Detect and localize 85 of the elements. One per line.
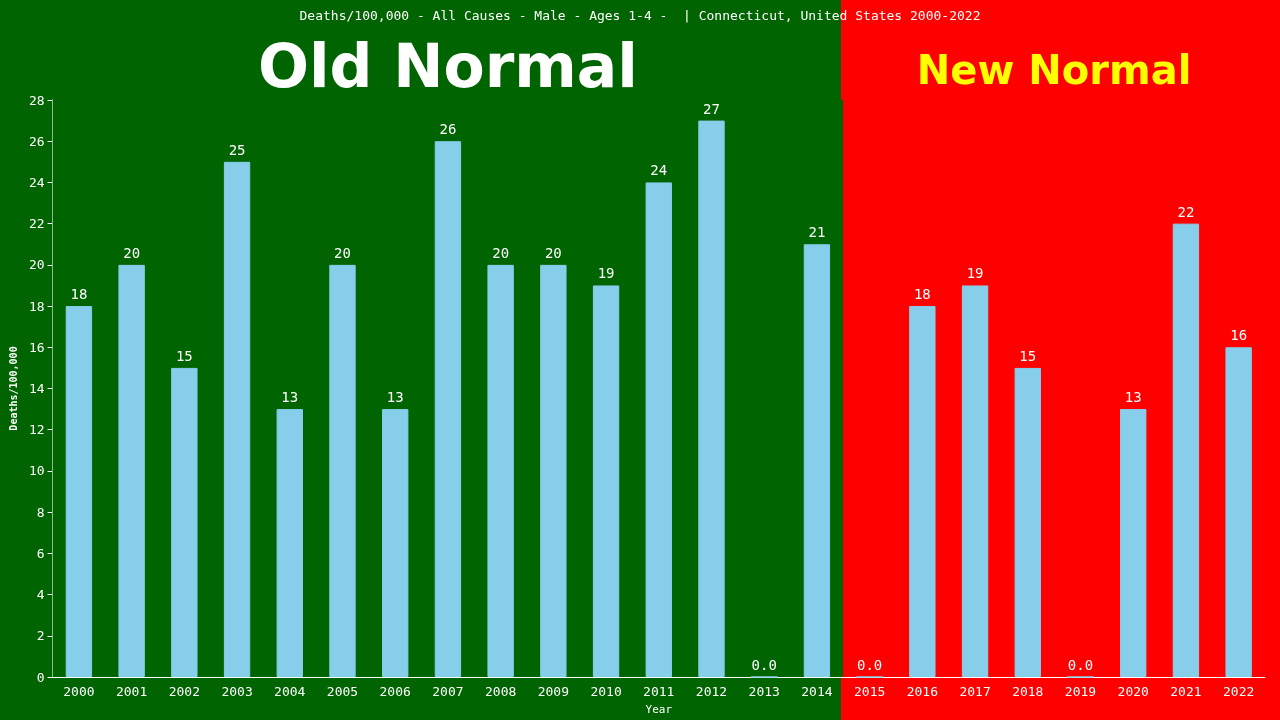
bar <box>1120 409 1147 677</box>
data-label: 18 <box>70 286 88 303</box>
bar <box>1225 347 1252 677</box>
y-tick-label: 20 <box>28 257 45 273</box>
data-label: 21 <box>808 224 826 241</box>
bar <box>171 367 198 677</box>
data-label: 22 <box>1177 203 1195 220</box>
bar <box>1014 367 1041 677</box>
bar <box>65 306 93 677</box>
bar <box>223 161 251 677</box>
bar <box>118 264 145 677</box>
y-tick-label: 12 <box>28 422 45 438</box>
data-label: 18 <box>913 286 931 303</box>
data-label: 0.0 <box>856 656 883 673</box>
x-tick-label: 2001 <box>115 684 148 699</box>
x-tick-label: 2021 <box>1170 684 1202 699</box>
bar <box>698 120 725 677</box>
bar <box>803 244 831 677</box>
data-label: 19 <box>966 265 984 282</box>
bar <box>645 182 672 677</box>
bar <box>540 264 567 677</box>
y-tick-label: 2 <box>36 628 45 644</box>
data-label: 0.0 <box>1067 656 1094 673</box>
x-tick-label: 2014 <box>801 684 833 699</box>
bar <box>276 409 303 677</box>
bar <box>329 264 356 677</box>
bar <box>961 285 989 677</box>
data-label: 13 <box>1124 389 1142 406</box>
data-label: 16 <box>1230 327 1248 344</box>
data-label: 27 <box>703 100 720 117</box>
x-tick-label: 2019 <box>1064 684 1097 699</box>
y-tick-label: 8 <box>36 504 45 520</box>
bar <box>1172 223 1200 677</box>
x-tick-label: 2015 <box>853 684 886 699</box>
x-tick-label: 2006 <box>379 684 411 699</box>
x-tick-label: 2005 <box>326 684 359 699</box>
y-tick-label: 16 <box>28 339 45 355</box>
x-tick-label: 2013 <box>748 684 780 699</box>
x-tick-label: 2022 <box>1222 684 1255 699</box>
data-label: 20 <box>544 244 562 261</box>
y-tick-label: 6 <box>36 545 45 561</box>
data-label: 13 <box>281 389 299 406</box>
bar <box>487 264 514 677</box>
data-label: 20 <box>334 244 351 261</box>
data-label: 19 <box>597 265 615 282</box>
band-label: New Normal <box>916 47 1192 93</box>
data-label: 15 <box>1019 347 1037 364</box>
y-tick-label: 22 <box>28 216 45 232</box>
x-tick-label: 2016 <box>906 684 939 699</box>
data-label: 25 <box>228 141 246 158</box>
data-label: 24 <box>650 162 668 179</box>
data-label: 26 <box>439 121 457 138</box>
x-tick-label: 2003 <box>221 684 253 699</box>
data-label: 20 <box>123 244 141 261</box>
y-tick-label: 26 <box>28 133 45 149</box>
x-tick-label: 2020 <box>1117 684 1149 699</box>
bar <box>592 285 620 677</box>
y-tick-label: 28 <box>28 92 45 108</box>
x-axis-title: Year <box>645 703 673 716</box>
x-tick-label: 2008 <box>484 684 517 699</box>
y-tick-label: 0 <box>36 669 45 685</box>
y-tick-label: 18 <box>28 298 45 314</box>
x-tick-label: 2002 <box>168 684 200 699</box>
y-tick-label: 4 <box>36 587 45 603</box>
x-tick-label: 2009 <box>537 684 569 699</box>
band-label: Old Normal <box>257 31 638 101</box>
y-tick-label: 24 <box>28 174 45 190</box>
y-tick-label: 14 <box>28 381 45 396</box>
y-tick-label: 10 <box>28 463 45 479</box>
x-tick-label: 2011 <box>643 684 675 699</box>
x-tick-label: 2007 <box>432 684 464 699</box>
y-axis-title: Deaths/100,000 <box>7 346 19 431</box>
x-tick-label: 2010 <box>590 684 622 699</box>
data-label: 13 <box>386 389 404 406</box>
x-tick-label: 2004 <box>274 684 306 699</box>
bar <box>382 409 409 677</box>
x-tick-label: 2017 <box>959 684 991 699</box>
x-tick-label: 2018 <box>1012 684 1044 699</box>
data-label: 0.0 <box>751 656 777 673</box>
bar <box>909 306 936 677</box>
bar <box>434 141 462 677</box>
data-label: 20 <box>492 244 510 261</box>
x-tick-label: 2012 <box>695 684 728 699</box>
x-tick-label: 2000 <box>63 684 95 699</box>
data-label: 15 <box>175 347 193 364</box>
